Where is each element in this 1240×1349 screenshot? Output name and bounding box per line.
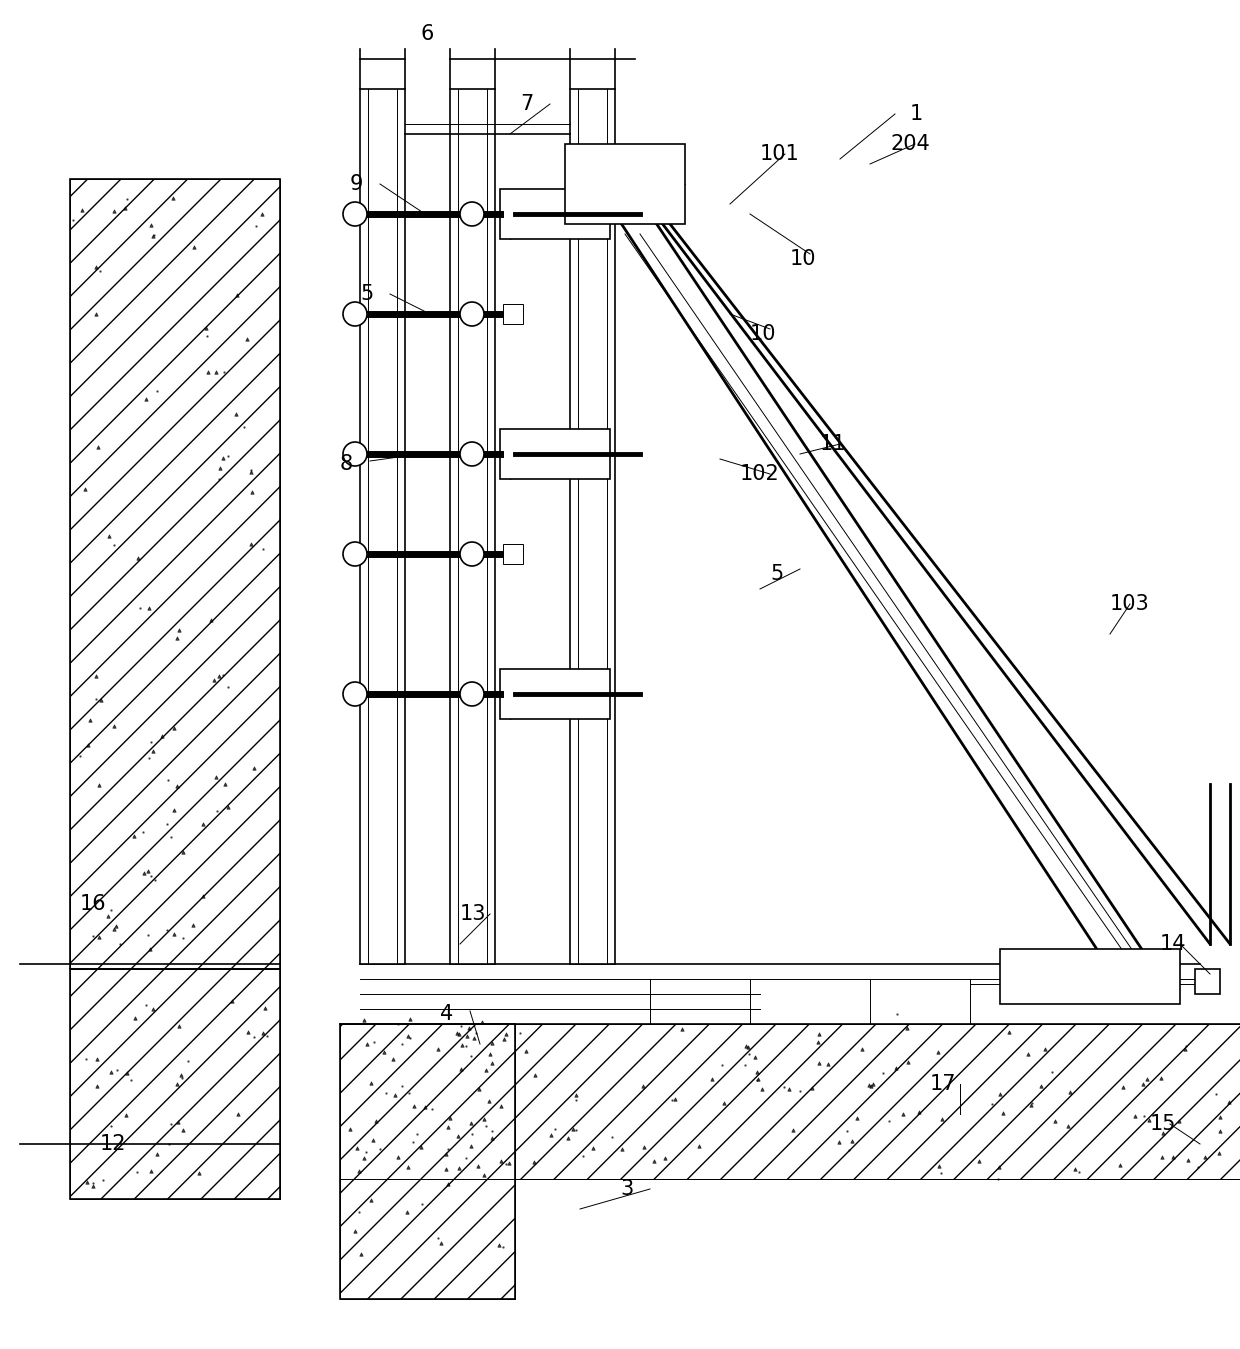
Circle shape: [343, 542, 367, 567]
Text: 17: 17: [930, 1074, 956, 1094]
Text: 16: 16: [81, 894, 107, 915]
Circle shape: [343, 683, 367, 706]
Text: 9: 9: [350, 174, 363, 194]
Text: 204: 204: [890, 134, 930, 154]
Text: 8: 8: [340, 455, 353, 473]
Bar: [500, 669, 610, 719]
Polygon shape: [69, 969, 280, 1199]
Bar: [570, 89, 615, 965]
Polygon shape: [69, 179, 280, 969]
Text: 3: 3: [620, 1179, 634, 1199]
Text: 6: 6: [420, 24, 433, 45]
Circle shape: [460, 302, 484, 326]
Text: 15: 15: [1149, 1114, 1177, 1135]
Text: 10: 10: [790, 250, 816, 268]
Circle shape: [460, 683, 484, 706]
Circle shape: [343, 302, 367, 326]
Bar: [69, 969, 280, 1199]
Bar: [500, 189, 610, 239]
Bar: [360, 89, 405, 965]
Bar: [999, 948, 1180, 1004]
Bar: [1195, 969, 1220, 994]
Bar: [503, 304, 523, 324]
Text: 5: 5: [770, 564, 784, 584]
Text: 11: 11: [820, 434, 847, 455]
Circle shape: [460, 442, 484, 465]
Text: 1: 1: [910, 104, 924, 124]
Text: 14: 14: [1159, 934, 1187, 954]
Text: 5: 5: [360, 285, 373, 304]
Bar: [69, 179, 280, 969]
Text: 7: 7: [520, 94, 533, 115]
Text: 102: 102: [740, 464, 780, 484]
Circle shape: [460, 542, 484, 567]
Bar: [450, 89, 495, 965]
Circle shape: [343, 442, 367, 465]
Polygon shape: [340, 1024, 1240, 1179]
Text: 12: 12: [100, 1135, 126, 1153]
Bar: [503, 544, 523, 564]
Bar: [340, 1024, 515, 1299]
Text: 13: 13: [460, 904, 486, 924]
Text: 10: 10: [750, 324, 776, 344]
Bar: [565, 144, 684, 224]
Circle shape: [460, 202, 484, 227]
Polygon shape: [340, 1024, 515, 1299]
Text: 101: 101: [760, 144, 800, 165]
Text: 4: 4: [440, 1004, 454, 1024]
Bar: [500, 429, 610, 479]
Text: 103: 103: [1110, 594, 1149, 614]
Circle shape: [343, 202, 367, 227]
